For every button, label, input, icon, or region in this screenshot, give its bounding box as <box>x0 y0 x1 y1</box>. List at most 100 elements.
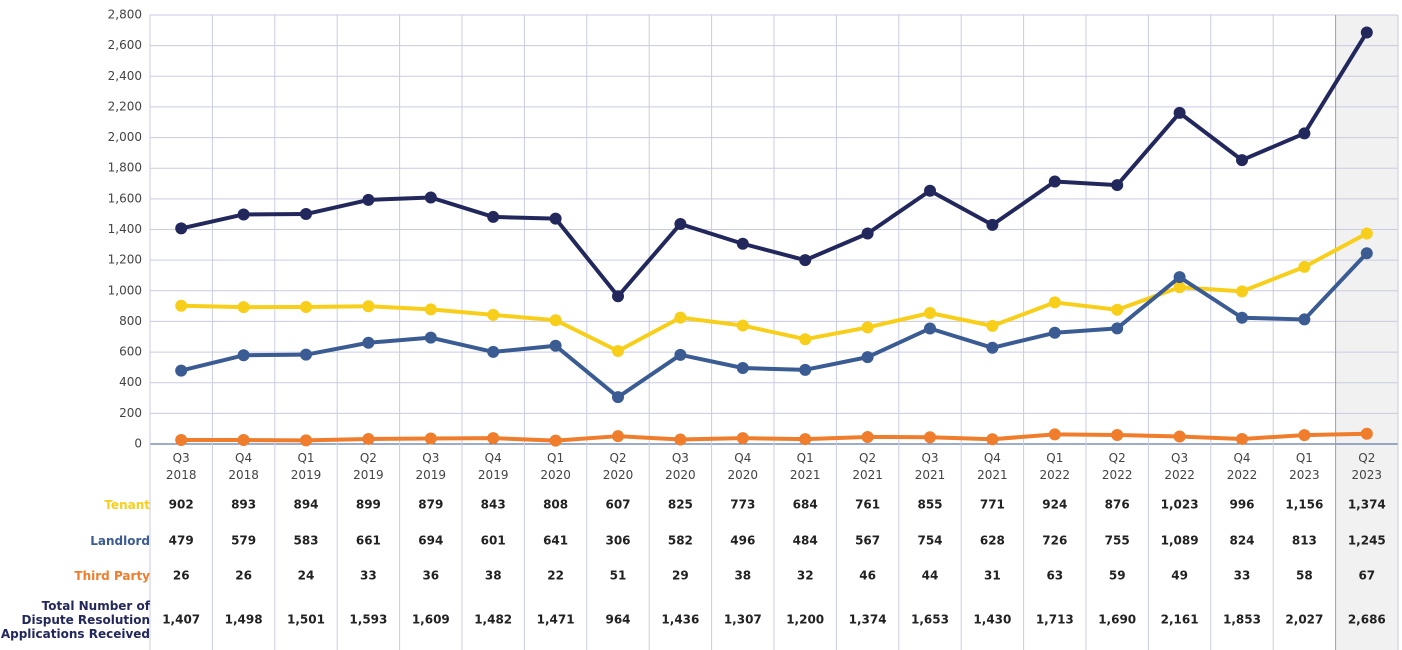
table-value: 1,690 <box>1098 613 1136 627</box>
point <box>1298 313 1311 326</box>
point <box>799 254 812 267</box>
y-tick-label: 1,600 <box>108 191 142 205</box>
point <box>300 208 312 221</box>
y-tick-label: 600 <box>119 345 142 359</box>
point <box>1048 326 1061 339</box>
table-value: 893 <box>231 498 256 512</box>
table-value: 1,482 <box>474 613 512 627</box>
point <box>674 311 687 324</box>
table-value: 1,374 <box>1348 498 1386 512</box>
table-value: 825 <box>668 498 693 512</box>
point <box>612 344 624 357</box>
y-tick-label: 2,800 <box>108 8 142 22</box>
point <box>861 321 874 334</box>
point <box>549 314 562 327</box>
point <box>175 434 188 447</box>
point <box>1173 430 1186 443</box>
point <box>612 290 624 303</box>
table-value: 38 <box>485 569 502 583</box>
point <box>549 212 562 225</box>
point <box>487 345 500 358</box>
point <box>487 308 500 321</box>
table-value: 694 <box>418 534 443 548</box>
row-label: Third Party <box>74 569 150 583</box>
point <box>861 351 874 364</box>
point <box>175 364 188 377</box>
point <box>1360 26 1373 39</box>
table-value: 726 <box>1042 534 1067 548</box>
table-value: 33 <box>360 569 377 583</box>
point <box>1298 127 1311 140</box>
point <box>612 430 624 443</box>
table-value: 754 <box>917 534 942 548</box>
table-value: 879 <box>418 498 443 512</box>
point <box>612 391 624 404</box>
table-value: 583 <box>293 534 318 548</box>
y-tick-label: 2,000 <box>108 130 142 144</box>
point <box>237 349 250 362</box>
table-value: 484 <box>793 534 818 548</box>
y-tick-label: 2,200 <box>108 99 142 113</box>
point <box>799 433 812 446</box>
point <box>986 433 999 446</box>
point <box>362 300 375 313</box>
table-value: 36 <box>422 569 439 583</box>
table-value: 496 <box>730 534 755 548</box>
table-value: 902 <box>169 498 194 512</box>
table-value: 33 <box>1234 569 1251 583</box>
y-tick-label: 800 <box>119 314 142 328</box>
point <box>674 348 687 361</box>
x-tick-label: Q2 2020 <box>603 451 634 482</box>
x-tick-label: Q1 2019 <box>291 451 322 482</box>
table-value: 26 <box>235 569 252 583</box>
table-value: 1,853 <box>1223 613 1261 627</box>
point <box>674 433 687 446</box>
point <box>924 184 936 197</box>
point <box>1048 428 1061 441</box>
point <box>300 301 312 314</box>
point <box>1111 322 1124 335</box>
y-tick-label: 1,000 <box>108 283 142 297</box>
point <box>487 210 500 223</box>
x-tick-label: Q2 2023 <box>1352 451 1383 482</box>
series-line <box>180 31 1369 299</box>
table-value: 996 <box>1229 498 1254 512</box>
table-value: 1,200 <box>786 613 824 627</box>
point <box>549 434 562 447</box>
point <box>1360 427 1373 440</box>
table-value: 824 <box>1229 534 1254 548</box>
table-value: 607 <box>605 498 630 512</box>
table-value: 1,498 <box>225 613 263 627</box>
highlight-column <box>1335 15 1398 650</box>
table-value: 22 <box>547 569 564 583</box>
table-value: 51 <box>610 569 627 583</box>
table-value: 1,436 <box>661 613 699 627</box>
table-value: 661 <box>356 534 381 548</box>
x-tick-label: Q3 2021 <box>915 451 946 482</box>
point <box>1360 247 1373 260</box>
point <box>424 303 437 316</box>
point <box>1236 311 1248 324</box>
y-tick-label: 1,800 <box>108 161 142 175</box>
point <box>1236 432 1248 445</box>
point <box>986 319 999 332</box>
point <box>424 432 437 445</box>
row-label: Landlord <box>90 534 150 548</box>
point <box>861 227 874 240</box>
x-tick-label: Q3 2022 <box>1164 451 1195 482</box>
table-value: 1,593 <box>349 613 387 627</box>
table-value: 964 <box>605 613 630 627</box>
point <box>1048 175 1061 188</box>
table-value: 67 <box>1358 569 1375 583</box>
table-value: 1,023 <box>1161 498 1199 512</box>
point <box>736 237 749 250</box>
table-value: 1,307 <box>724 613 762 627</box>
point <box>1298 260 1311 273</box>
point <box>1173 271 1186 284</box>
table-value: 1,089 <box>1161 534 1199 548</box>
point <box>1173 281 1186 294</box>
series-line <box>181 431 1367 443</box>
table-value: 628 <box>980 534 1005 548</box>
x-tick-label: Q4 2019 <box>478 451 509 482</box>
table-value: 1,374 <box>849 613 887 627</box>
